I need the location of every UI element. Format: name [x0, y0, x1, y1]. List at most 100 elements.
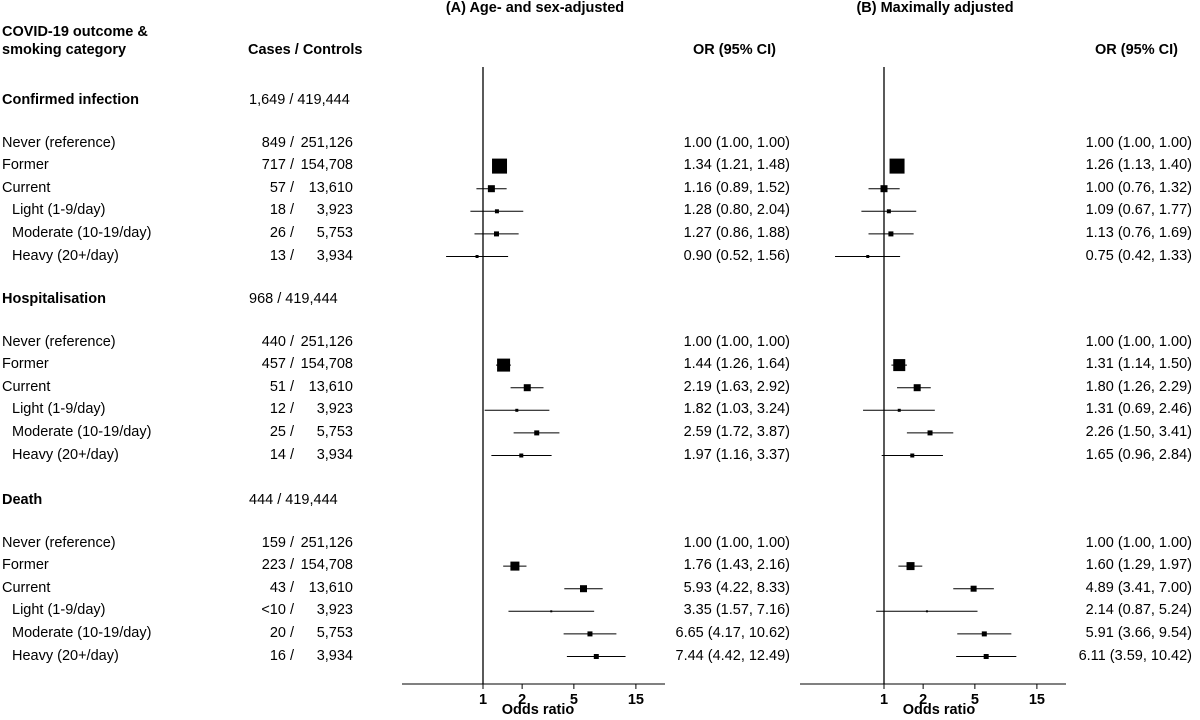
or-ci-value: 1.27 (0.86, 1.88)	[683, 224, 790, 241]
or-ci-value: 1.00 (0.76, 1.32)	[1085, 179, 1192, 196]
row-label: Moderate (10-19/day)	[12, 224, 152, 241]
row-cases: 717 /	[261, 157, 294, 174]
row-controls: 251,126	[300, 134, 353, 151]
cases-controls-header: Cases / Controls	[248, 42, 363, 58]
row-cases: 12 /	[269, 401, 294, 418]
or-ci-value: 1.31 (0.69, 2.46)	[1085, 401, 1192, 418]
or-ci-value: 1.00 (1.00, 1.00)	[1085, 333, 1192, 350]
or-ci-value: 1.34 (1.21, 1.48)	[683, 157, 790, 174]
outcome-header-line-2: smoking category	[2, 42, 127, 58]
row-label: Current	[2, 378, 51, 395]
or-ci-value: 1.00 (1.00, 1.00)	[1085, 534, 1192, 551]
or-ci-value: 5.93 (4.22, 8.33)	[683, 579, 790, 596]
panel-b-xlabel: Odds ratio	[902, 702, 976, 718]
or-marker	[981, 631, 987, 637]
row-label: Heavy (20+/day)	[12, 247, 119, 264]
row-cases: 16 /	[269, 647, 294, 664]
or-marker	[587, 631, 593, 637]
row-label: Light (1-9/day)	[12, 401, 106, 418]
or-ci-value: 1.13 (0.76, 1.69)	[1085, 224, 1192, 241]
or-marker	[579, 585, 587, 593]
panel-a-or-header: OR (95% CI)	[693, 42, 776, 58]
or-marker	[886, 209, 891, 214]
row-cases: 440 /	[261, 333, 294, 350]
panel-b-or-header: OR (95% CI)	[1095, 42, 1178, 58]
or-marker	[593, 654, 599, 659]
or-marker	[889, 158, 905, 174]
row-cases: 43 /	[269, 579, 294, 596]
or-ci-value: 1.16 (0.89, 1.52)	[683, 179, 790, 196]
or-ci-value: 5.91 (3.66, 9.54)	[1085, 624, 1192, 641]
or-ci-value: 1.97 (1.16, 3.37)	[683, 446, 790, 463]
or-marker	[897, 408, 901, 412]
panel-b-title: (B) Maximally adjusted	[856, 0, 1014, 16]
or-ci-value: 1.44 (1.26, 1.64)	[683, 356, 790, 373]
row-label: Light (1-9/day)	[12, 202, 106, 219]
row-label: Current	[2, 579, 51, 596]
x-tick-label: 5	[569, 692, 578, 708]
or-ci-value: 6.65 (4.17, 10.62)	[675, 624, 790, 641]
row-cases: 57 /	[269, 179, 294, 196]
row-controls: 154,708	[300, 356, 353, 373]
row-cases: 849 /	[261, 134, 294, 151]
row-label: Moderate (10-19/day)	[12, 624, 152, 641]
x-tick-label: 2	[518, 692, 527, 708]
x-tick-label: 1	[478, 692, 488, 708]
or-ci-value: 1.80 (1.26, 2.29)	[1085, 378, 1192, 395]
row-controls: 3,923	[316, 602, 353, 619]
or-marker	[910, 453, 915, 458]
row-cases: 159 /	[261, 534, 294, 551]
or-marker	[497, 358, 511, 372]
or-ci-value: 1.76 (1.43, 2.16)	[683, 557, 790, 574]
or-marker	[534, 430, 540, 436]
or-ci-value: 1.09 (0.67, 1.77)	[1085, 202, 1192, 219]
or-marker	[510, 561, 520, 571]
or-marker	[983, 654, 989, 659]
or-marker	[913, 384, 921, 392]
row-label: Never (reference)	[2, 534, 116, 551]
row-label: Heavy (20+/day)	[12, 647, 119, 664]
or-ci-value: 2.59 (1.72, 3.87)	[683, 423, 790, 440]
or-marker	[866, 255, 870, 258]
row-controls: 13,610	[308, 579, 353, 596]
or-ci-value: 6.11 (3.59, 10.42)	[1078, 647, 1192, 664]
or-ci-value: 4.89 (3.41, 7.00)	[1085, 579, 1192, 596]
row-label: Moderate (10-19/day)	[12, 423, 152, 440]
row-cases: 26 /	[269, 224, 294, 241]
row-controls: 3,923	[316, 202, 353, 219]
or-ci-value: 1.00 (1.00, 1.00)	[1085, 134, 1192, 151]
or-ci-value: 1.31 (1.14, 1.50)	[1085, 356, 1192, 373]
or-marker	[492, 158, 508, 174]
x-tick-label: 15	[1028, 692, 1045, 708]
or-marker	[494, 209, 499, 214]
group-title: Hospitalisation	[2, 291, 106, 307]
row-controls: 251,126	[300, 333, 353, 350]
or-ci-value: 7.44 (4.42, 12.49)	[675, 647, 790, 664]
row-controls: 3,934	[316, 247, 353, 264]
row-label: Current	[2, 179, 51, 196]
or-ci-value: 2.14 (0.87, 5.24)	[1085, 602, 1192, 619]
row-label: Former	[2, 157, 49, 174]
row-label: Light (1-9/day)	[12, 602, 106, 619]
or-marker	[925, 610, 928, 613]
row-label: Never (reference)	[2, 134, 116, 151]
or-ci-value: 2.26 (1.50, 3.41)	[1085, 423, 1192, 440]
or-ci-value: 1.26 (1.13, 1.40)	[1085, 157, 1192, 174]
row-controls: 154,708	[300, 557, 353, 574]
row-controls: 3,934	[316, 647, 353, 664]
row-label: Former	[2, 557, 49, 574]
panel-a-xlabel: Odds ratio	[501, 702, 575, 718]
or-ci-value: 1.65 (0.96, 2.84)	[1085, 446, 1192, 463]
row-label: Never (reference)	[2, 333, 116, 350]
group-title: Death	[2, 492, 43, 508]
group-title: Confirmed infection	[2, 92, 139, 108]
row-controls: 5,753	[316, 624, 353, 641]
row-label: Heavy (20+/day)	[12, 446, 119, 463]
x-tick-label: 5	[970, 692, 979, 708]
or-marker	[906, 562, 915, 571]
or-ci-value: 1.00 (1.00, 1.00)	[683, 134, 790, 151]
row-controls: 5,753	[316, 423, 353, 440]
row-cases: 223 /	[261, 557, 294, 574]
